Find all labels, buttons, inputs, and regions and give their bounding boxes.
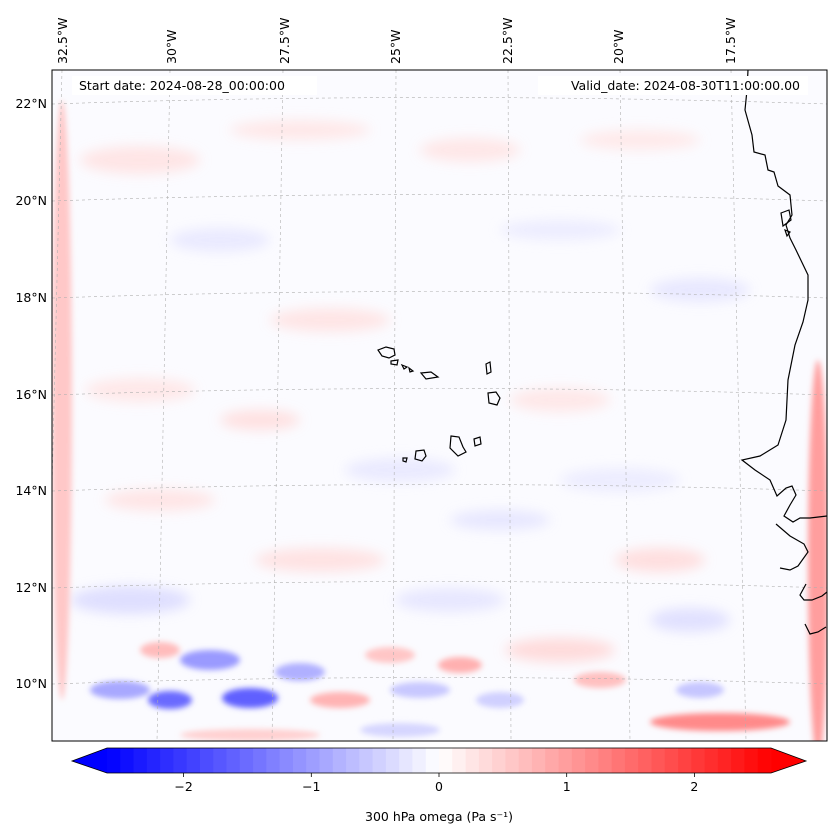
colorbar-tick-label: −1 [302, 779, 320, 794]
omega-field [52, 100, 827, 741]
colorbar-step [492, 748, 506, 773]
colorbar-outline [70, 747, 808, 774]
lon-label: 22.5°W [500, 18, 515, 64]
colorbar-step [133, 748, 148, 773]
colorbar-extend-high [771, 748, 806, 773]
colorbar-step [359, 748, 373, 773]
map-panel: Start date: 2024-08-28_00:00:00 Valid_da… [51, 69, 828, 742]
colorbar-tick-label: −2 [174, 779, 192, 794]
africa-coastline [740, 70, 827, 523]
colorbar-step [465, 748, 480, 773]
lat-label: 20°N [15, 193, 47, 208]
colorbar-step [385, 748, 400, 773]
colorbar-step [346, 748, 360, 773]
colorbar-tick-label: 2 [690, 779, 698, 794]
lon-label: 27.5°W [277, 18, 292, 64]
colorbar-step [199, 748, 214, 773]
colorbar-step [664, 748, 679, 773]
lat-label: 10°N [15, 676, 47, 691]
colorbar-step [611, 748, 626, 773]
colorbar-step [292, 748, 307, 773]
colorbar-step [651, 748, 666, 773]
colorbar-tick-label: 0 [435, 779, 443, 794]
colorbar-step [120, 748, 134, 773]
colorbar-step [279, 748, 294, 773]
colorbar-step [757, 748, 772, 773]
lon-label: 25°W [388, 29, 403, 64]
longitude-labels: 32.5°W 30°W 27.5°W 25°W 22.5°W 20°W 17.5… [55, 18, 738, 64]
colorbar-step [332, 748, 347, 773]
colorbar-step [213, 748, 227, 773]
colorbar-step [678, 748, 692, 773]
colorbar-step [160, 748, 174, 773]
lon-label: 20°W [611, 29, 626, 64]
colorbar-step [518, 748, 533, 773]
colorbar-step [452, 748, 466, 773]
colorbar-step [731, 748, 745, 773]
graticule [52, 70, 827, 741]
colorbar-step [253, 748, 267, 773]
colorbar-step [439, 748, 453, 773]
colorbar-step [558, 748, 573, 773]
lat-label: 22°N [15, 96, 47, 111]
lat-label: 16°N [15, 387, 47, 402]
valid-date-label: Valid_date: 2024-08-30T11:00:00.00 [571, 78, 800, 93]
colorbar-extend-low [72, 748, 107, 773]
start-label-box [72, 76, 317, 95]
latitude-labels: 22°N 20°N 18°N 16°N 14°N 12°N 10°N [15, 96, 47, 691]
colorbar-step [478, 748, 493, 773]
colorbar-step [239, 748, 254, 773]
colorbar-step [717, 748, 732, 773]
colorbar: −2 −1 0 1 2 300 hPa omega (Pa s⁻¹) [70, 747, 808, 824]
colorbar-step [744, 748, 759, 773]
colorbar-step [266, 748, 281, 773]
colorbar-ticks: −2 −1 0 1 2 [174, 773, 698, 794]
colorbar-step [691, 748, 705, 773]
colorbar-step [146, 748, 161, 773]
colorbar-step [624, 748, 639, 773]
colorbar-label: 300 hPa omega (Pa s⁻¹) [365, 809, 513, 824]
colorbar-step [531, 748, 546, 773]
colorbar-step [372, 748, 387, 773]
colorbar-step [226, 748, 241, 773]
lat-label: 14°N [15, 483, 47, 498]
colorbar-step [412, 748, 427, 773]
cape-verde-islands [377, 346, 501, 463]
colorbar-step [399, 748, 413, 773]
colorbar-step [173, 748, 188, 773]
colorbar-step [505, 748, 520, 773]
colorbar-step [545, 748, 559, 773]
lat-label: 12°N [15, 580, 47, 595]
map-frame [51, 69, 828, 742]
colorbar-steps [107, 748, 772, 773]
colorbar-tick-label: 1 [563, 779, 571, 794]
lon-label: 30°W [164, 29, 179, 64]
colorbar-step [704, 748, 719, 773]
colorbar-step [306, 748, 320, 773]
colorbar-step [319, 748, 334, 773]
colorbar-step [638, 748, 652, 773]
colorbar-step [107, 748, 121, 773]
lat-label: 18°N [15, 290, 47, 305]
colorbar-step [425, 748, 440, 773]
colorbar-step [571, 748, 586, 773]
colorbar-step [186, 748, 201, 773]
colorbar-step [598, 748, 613, 773]
valid-label-box [538, 76, 808, 95]
coastline [377, 70, 827, 635]
lon-label: 17.5°W [723, 18, 738, 64]
colorbar-step [585, 748, 599, 773]
start-date-label: Start date: 2024-08-28_00:00:00 [79, 78, 285, 93]
lon-label: 32.5°W [55, 18, 70, 64]
